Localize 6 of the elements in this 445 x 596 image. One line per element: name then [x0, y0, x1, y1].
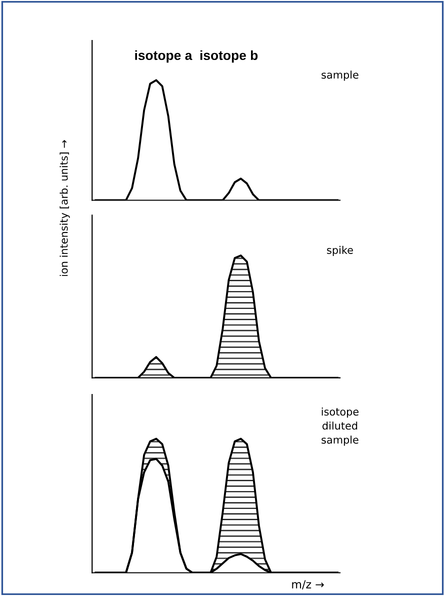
annotation: spike: [327, 246, 353, 256]
annotation: sample: [322, 70, 358, 81]
chart-title: isotope a isotope b: [135, 50, 258, 63]
y-axis-title: ion intensity [arb. units] →: [60, 140, 70, 276]
annotation: isotope diluted sample: [322, 408, 359, 446]
x-axis-title: m/z →: [292, 580, 324, 590]
